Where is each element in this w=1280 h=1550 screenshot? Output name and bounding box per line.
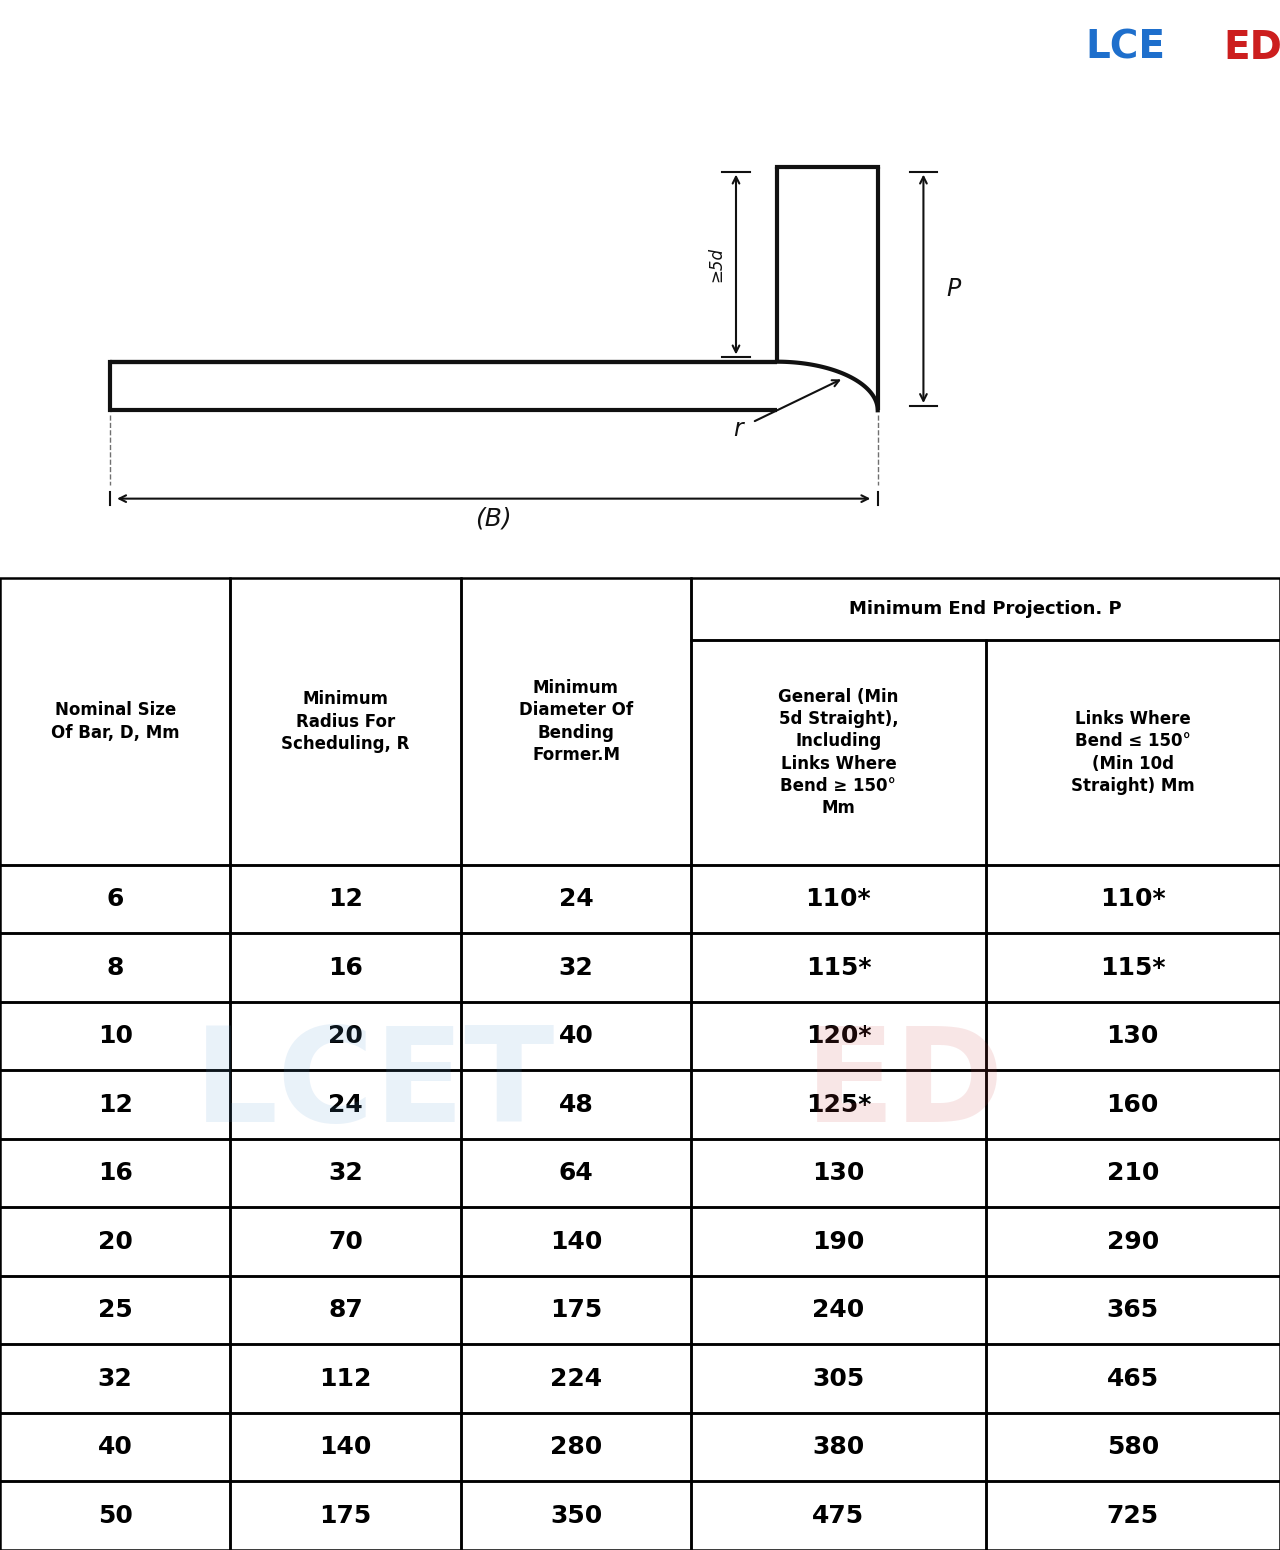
Text: 160: 160	[1107, 1093, 1158, 1116]
Text: 115*: 115*	[1100, 956, 1166, 980]
Text: 87: 87	[328, 1299, 364, 1322]
Text: 130: 130	[813, 1161, 864, 1186]
Text: 475: 475	[813, 1504, 864, 1528]
Text: 120*: 120*	[805, 1025, 872, 1048]
Text: Minimum
Radius For
Scheduling, R: Minimum Radius For Scheduling, R	[282, 690, 410, 753]
Text: TM: TM	[1265, 12, 1279, 23]
Text: 125*: 125*	[805, 1093, 872, 1116]
Text: 20: 20	[97, 1229, 133, 1254]
Text: 130: 130	[1107, 1025, 1158, 1048]
Text: TABLE 2 - MINIMUM SCHEDULING RADII,: TABLE 2 - MINIMUM SCHEDULING RADII,	[113, 29, 956, 65]
Text: Minimum
Diameter Of
Bending
Former.M: Minimum Diameter Of Bending Former.M	[518, 679, 634, 764]
Text: 110*: 110*	[805, 887, 872, 911]
Text: (B): (B)	[475, 507, 512, 530]
Text: 25: 25	[97, 1299, 133, 1322]
Text: 140: 140	[320, 1435, 371, 1459]
Text: 115*: 115*	[805, 956, 872, 980]
Text: Links Where
Bend ≤ 150°
(Min 10d
Straight) Mm: Links Where Bend ≤ 150° (Min 10d Straigh…	[1071, 710, 1194, 795]
Text: ED: ED	[1222, 29, 1280, 67]
Text: 70: 70	[328, 1229, 364, 1254]
Text: INSTITUTE FOR CIVIL ENGINEERS: INSTITUTE FOR CIVIL ENGINEERS	[1091, 102, 1258, 112]
Text: 240: 240	[813, 1299, 864, 1322]
Text: 40: 40	[97, 1435, 133, 1459]
Text: Nominal Size
Of Bar, D, Mm: Nominal Size Of Bar, D, Mm	[51, 702, 179, 741]
Text: 305: 305	[813, 1367, 864, 1390]
Text: 140: 140	[550, 1229, 602, 1254]
Text: 40: 40	[558, 1025, 594, 1048]
Text: 48: 48	[558, 1093, 594, 1116]
Text: 32: 32	[97, 1367, 133, 1390]
Text: 290: 290	[1107, 1229, 1158, 1254]
Text: 20: 20	[328, 1025, 364, 1048]
Text: 16: 16	[328, 956, 364, 980]
Text: 725: 725	[1107, 1504, 1158, 1528]
Text: 465: 465	[1107, 1367, 1158, 1390]
Text: 16: 16	[97, 1161, 133, 1186]
Text: 224: 224	[550, 1367, 602, 1390]
Text: 190: 190	[813, 1229, 864, 1254]
Text: FORMER DIAMETERS AND BEND: FORMER DIAMETERS AND BEND	[200, 88, 869, 124]
Text: 24: 24	[328, 1093, 364, 1116]
Text: LCE: LCE	[1085, 29, 1166, 67]
Text: 24: 24	[558, 887, 594, 911]
Text: General (Min
5d Straight),
Including
Links Where
Bend ≥ 150°
Mm: General (Min 5d Straight), Including Lin…	[778, 688, 899, 817]
Text: 10: 10	[97, 1025, 133, 1048]
Text: 50: 50	[97, 1504, 133, 1528]
Text: 580: 580	[1107, 1435, 1158, 1459]
Text: 32: 32	[558, 956, 594, 980]
Text: 64: 64	[558, 1161, 594, 1186]
Text: r: r	[733, 417, 744, 440]
Text: 175: 175	[550, 1299, 602, 1322]
Text: 112: 112	[320, 1367, 371, 1390]
Text: 380: 380	[813, 1435, 864, 1459]
Text: 6: 6	[106, 887, 124, 911]
Text: ≥5d: ≥5d	[707, 246, 724, 282]
Text: 365: 365	[1107, 1299, 1158, 1322]
Text: 8: 8	[106, 956, 124, 980]
Text: 32: 32	[328, 1161, 364, 1186]
Text: 280: 280	[550, 1435, 602, 1459]
Text: 175: 175	[320, 1504, 371, 1528]
Text: 350: 350	[550, 1504, 602, 1528]
Text: 110*: 110*	[1100, 887, 1166, 911]
Text: LCET: LCET	[195, 1021, 556, 1149]
Text: 210: 210	[1107, 1161, 1158, 1186]
Text: 12: 12	[328, 887, 364, 911]
Text: ED: ED	[805, 1021, 1005, 1149]
Text: 12: 12	[97, 1093, 133, 1116]
Text: Minimum End Projection. P: Minimum End Projection. P	[850, 600, 1121, 618]
Text: P: P	[946, 277, 960, 301]
Text: T: T	[1196, 29, 1222, 67]
